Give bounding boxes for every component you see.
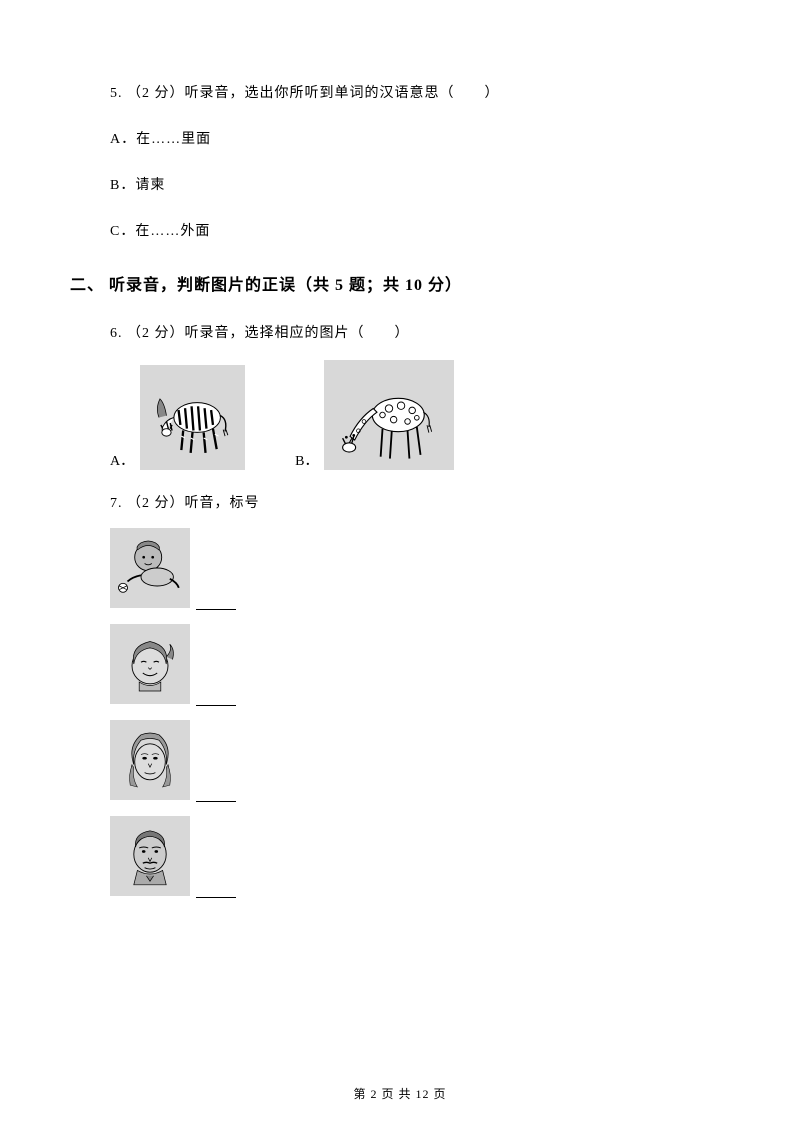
question-6-option-a: A． (110, 365, 245, 470)
option-a-label: A． (110, 450, 134, 470)
question-5-option-b: B．请柬 (110, 172, 700, 200)
answer-line-1[interactable] (196, 609, 236, 610)
question-7-text: 7. （2 分）听音，标号 (110, 490, 700, 518)
question-5: 5. （2 分）听录音，选出你所听到单词的汉语意思（ ） A．在……里面 B．请… (70, 80, 700, 246)
section-2-header: 二、 听录音，判断图片的正误（共 5 题；共 10 分） (70, 270, 700, 302)
option-b-label: B． (295, 450, 318, 470)
answer-line-4[interactable] (196, 897, 236, 898)
question-5-option-c: C．在……外面 (110, 218, 700, 246)
question-6-option-b: B． (295, 360, 454, 470)
answer-line-2[interactable] (196, 705, 236, 706)
page-footer: 第 2 页 共 12 页 (0, 1085, 800, 1102)
numbered-item-4 (110, 816, 700, 900)
numbered-item-1 (110, 528, 700, 612)
man-image (110, 816, 190, 896)
woman-image (110, 720, 190, 800)
question-6-images: A． B． (110, 360, 700, 470)
giraffe-image (324, 360, 454, 470)
question-6-text: 6. （2 分）听录音，选择相应的图片（ ） (110, 320, 700, 348)
question-6: 6. （2 分）听录音，选择相应的图片（ ） A． (70, 320, 700, 470)
numbered-item-3 (110, 720, 700, 804)
baby-image (110, 528, 190, 608)
question-5-option-a: A．在……里面 (110, 126, 700, 154)
zebra-image (140, 365, 245, 470)
girl-image (110, 624, 190, 704)
question-7-images (110, 528, 700, 900)
answer-line-3[interactable] (196, 801, 236, 802)
question-5-text: 5. （2 分）听录音，选出你所听到单词的汉语意思（ ） (110, 80, 700, 108)
numbered-item-2 (110, 624, 700, 708)
question-7: 7. （2 分）听音，标号 (70, 490, 700, 900)
